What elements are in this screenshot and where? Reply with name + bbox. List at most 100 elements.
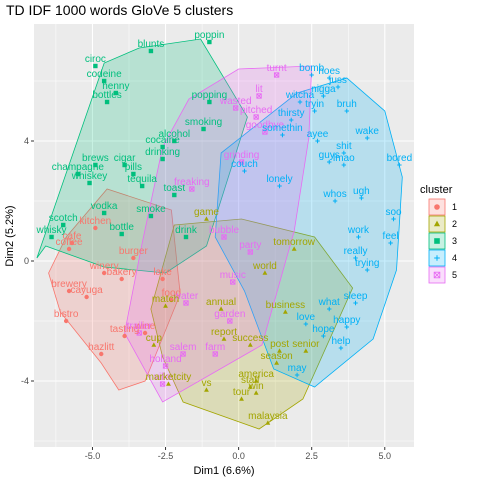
point-marker-cluster-1 [99, 351, 104, 357]
legend-title: cluster [420, 184, 453, 196]
point-label: whos [322, 189, 346, 200]
point-label: game [194, 207, 219, 218]
cluster-hulls [36, 38, 403, 430]
point-marker-cluster-1 [66, 246, 72, 252]
point-label: happy [333, 315, 360, 326]
point-marker-cluster-3 [207, 99, 212, 105]
point-label: winery [89, 261, 119, 272]
point-label: marketcity [146, 372, 192, 383]
point-label: lmao [333, 153, 355, 164]
y-axis-ticks: -4 0 4 [21, 136, 34, 386]
point-marker-cluster-4 [353, 255, 358, 261]
point-label: shit [336, 141, 352, 152]
point-label: what [318, 297, 340, 308]
y-tick-label: 4 [24, 136, 29, 146]
point-marker-cluster-3 [87, 180, 92, 186]
point-label: season [260, 351, 292, 362]
point-label: ugh [353, 186, 370, 197]
point-marker-cluster-5 [180, 351, 186, 357]
point-marker-cluster-2 [265, 420, 271, 425]
point-marker-cluster-4 [359, 195, 364, 201]
point-label: poppin [194, 30, 224, 41]
point-label: turnt [267, 63, 287, 74]
point-marker-cluster-4 [341, 162, 347, 168]
legend-marker-1 [434, 204, 440, 210]
point-marker-cluster-4 [335, 84, 341, 90]
point-label: nigga [311, 84, 336, 95]
point-marker-cluster-4 [341, 150, 347, 156]
point-marker-cluster-4 [391, 216, 396, 222]
point-label: toast [163, 183, 185, 194]
point-marker-cluster-3 [148, 213, 154, 219]
point-label: bottle [109, 222, 134, 233]
point-label: bomb [299, 63, 324, 74]
point-label: villa [154, 372, 172, 383]
point-label: lake [153, 267, 172, 278]
cluster-1-hull [48, 188, 181, 391]
point-label: guys [319, 150, 340, 161]
point-label: really [344, 246, 368, 257]
point-marker-cluster-3 [172, 138, 177, 144]
point-label: feel [383, 231, 399, 242]
point-marker-cluster-4 [344, 324, 349, 330]
point-marker-cluster-5 [247, 249, 253, 255]
cluster-2-hull [150, 218, 354, 430]
point-marker-cluster-3 [101, 210, 107, 216]
point-label: vodka [91, 201, 118, 212]
legend-marker-5 [433, 271, 441, 279]
point-marker-cluster-1 [93, 225, 98, 231]
point-markers [49, 39, 402, 425]
legend-marker-3 [434, 238, 440, 244]
point-label: business [266, 300, 305, 311]
point-label: trailer [127, 321, 153, 332]
point-marker-cluster-3 [93, 162, 98, 168]
point-label: sleep [344, 291, 368, 302]
y-axis-title: Dim2 (5.2%) [4, 205, 16, 266]
point-label: work [347, 225, 370, 236]
point-label: malaysia [248, 411, 288, 422]
point-marker-cluster-1 [119, 276, 124, 282]
legend-marker-4 [434, 255, 440, 261]
point-marker-cluster-3 [101, 78, 107, 84]
point-marker-cluster-4 [356, 234, 361, 240]
point-marker-cluster-5 [221, 234, 227, 240]
point-marker-cluster-3 [160, 156, 165, 162]
y-tick-label: 0 [24, 256, 29, 266]
point-label: cocaine [145, 135, 180, 146]
point-label: bruh [337, 99, 357, 110]
point-label: alcohol [158, 129, 190, 140]
point-label: bubble [209, 225, 239, 236]
x-tick-label: -2.5 [158, 451, 174, 461]
point-label: help [331, 336, 350, 347]
point-label: bakery [107, 267, 137, 278]
point-label: freaking [174, 177, 210, 188]
point-label: cafe [63, 231, 82, 242]
point-marker-cluster-4 [277, 183, 282, 189]
cluster-5-hull [124, 65, 313, 403]
point-label: senior [292, 339, 320, 350]
point-label: vs [201, 378, 211, 389]
point-marker-cluster-1 [160, 276, 165, 282]
point-marker-cluster-2 [163, 303, 168, 308]
point-marker-cluster-5 [256, 93, 262, 99]
point-label: henny [102, 81, 129, 92]
point-label: wake [355, 126, 380, 137]
cluster-4-hull [214, 77, 403, 388]
point-marker-cluster-2 [303, 348, 309, 353]
point-marker-cluster-4 [321, 93, 326, 99]
point-label: drink [175, 225, 198, 236]
point-marker-cluster-3 [104, 99, 110, 105]
point-label: tour [233, 387, 251, 398]
point-label: lonely [266, 174, 292, 185]
point-marker-cluster-5 [238, 159, 245, 165]
point-label: wasted [219, 96, 252, 107]
point-marker-cluster-5 [262, 129, 268, 135]
point-marker-cluster-2 [253, 378, 259, 383]
point-marker-cluster-5 [253, 114, 259, 120]
point-marker-cluster-4 [309, 72, 314, 78]
point-label: staff [241, 375, 260, 386]
point-marker-cluster-4 [327, 75, 332, 81]
point-marker-cluster-3 [201, 126, 206, 132]
point-label: cayuga [70, 285, 103, 296]
legend-label-2: 2 [452, 219, 457, 229]
